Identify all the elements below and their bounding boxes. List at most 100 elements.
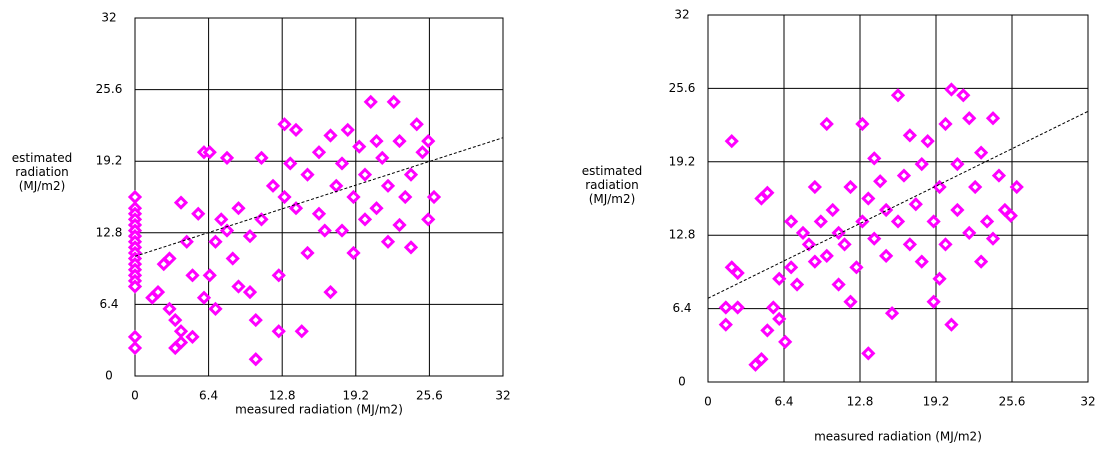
scatter-point xyxy=(231,279,246,294)
scatter-point xyxy=(950,202,965,218)
scatter-point xyxy=(784,260,799,275)
scatter-point xyxy=(392,217,407,233)
scatter-point xyxy=(873,174,888,189)
y-axis-label-line: estimated xyxy=(582,164,642,178)
scatter-point xyxy=(185,329,200,344)
scatter-point xyxy=(819,248,834,263)
scatter-point xyxy=(784,214,799,229)
scatter-point xyxy=(974,145,989,160)
scatter-point xyxy=(754,351,769,367)
scatter-point xyxy=(884,306,900,321)
scatter-point xyxy=(760,323,775,338)
scatter-point xyxy=(718,317,733,332)
y-tick-label: 32 xyxy=(101,11,116,25)
x-tick-label: 12.8 xyxy=(269,389,296,403)
scatter-point xyxy=(1009,179,1024,195)
scatter-point xyxy=(974,254,989,269)
scatter-point xyxy=(861,191,876,206)
scatter-point xyxy=(795,225,811,241)
scatter-point xyxy=(254,212,269,227)
scatter-point xyxy=(730,265,745,281)
scatter-point xyxy=(127,189,143,205)
scatter-point xyxy=(185,268,200,283)
y-axis-label-line: radiation xyxy=(585,178,639,192)
scatter-point xyxy=(369,201,384,216)
scatter-point xyxy=(985,111,1001,126)
scatter-point xyxy=(902,128,917,143)
x-axis-label: measured radiation (MJ/m2) xyxy=(235,403,403,417)
scatter-point xyxy=(242,229,258,244)
scatter-point xyxy=(914,156,929,172)
x-tick-label: 6.4 xyxy=(199,389,218,403)
scatter-point xyxy=(254,150,269,165)
scatter-point xyxy=(837,237,852,252)
scatter-point xyxy=(346,245,361,261)
scatter-point xyxy=(849,260,864,275)
scatter-point xyxy=(162,251,177,266)
scatter-point xyxy=(415,145,430,160)
scatter-point xyxy=(340,122,355,137)
scatter-point xyxy=(317,223,332,238)
x-tick-label: 19.2 xyxy=(342,389,369,403)
scatter-point xyxy=(208,301,223,316)
scatter-point xyxy=(179,234,194,249)
scatter-point xyxy=(991,168,1007,183)
y-tick-label: 25.6 xyxy=(669,81,696,95)
scatter-point xyxy=(294,324,309,339)
x-tick-label: 32 xyxy=(1080,395,1095,409)
scatter-point xyxy=(831,277,846,292)
scatter-point xyxy=(214,212,229,227)
scatter-point xyxy=(843,294,858,309)
y-tick-label: 0 xyxy=(678,375,686,389)
scatter-point xyxy=(300,167,315,182)
scatter-point xyxy=(962,225,977,241)
scatter-point xyxy=(191,206,206,221)
scatter-point xyxy=(283,156,298,171)
scatter-point xyxy=(938,116,953,132)
x-tick-label: 25.6 xyxy=(999,395,1026,409)
scatter-point xyxy=(421,212,436,227)
scatter-point xyxy=(985,231,1001,246)
scatter-point xyxy=(277,189,292,205)
scatter-point xyxy=(920,134,935,149)
scatter-point xyxy=(202,145,217,160)
trend-line xyxy=(707,110,1089,299)
scatter-point xyxy=(730,300,745,315)
scatter-point xyxy=(311,206,327,221)
scatter-point xyxy=(843,179,858,195)
scatter-point xyxy=(357,212,373,227)
scatter-point xyxy=(403,240,419,255)
scatter-point xyxy=(962,111,977,126)
y-axis-label-line: (MJ/m2) xyxy=(19,179,66,193)
scatter-point xyxy=(323,128,338,143)
scatter-point xyxy=(127,340,143,356)
scatter-point xyxy=(968,179,983,195)
scatter-point xyxy=(329,178,344,193)
scatter-point xyxy=(369,133,384,149)
scatter-point xyxy=(380,178,396,193)
y-tick-label: 32 xyxy=(674,8,689,22)
scatter-point xyxy=(403,167,419,182)
scatter-point xyxy=(807,254,822,269)
scatter-point xyxy=(956,88,971,103)
scatter-point xyxy=(724,134,739,149)
scatter-point xyxy=(398,189,413,205)
scatter-point xyxy=(168,312,183,328)
scatter-point xyxy=(789,277,805,292)
scatter-point xyxy=(766,300,781,315)
scatter-point xyxy=(801,237,817,252)
scatter-point xyxy=(813,214,828,229)
scatter-point xyxy=(346,189,361,205)
scatter-point xyxy=(1003,208,1018,223)
scatter-point xyxy=(772,311,787,327)
y-tick-label: 19.2 xyxy=(96,154,123,168)
scatter-point xyxy=(409,117,424,132)
x-tick-label: 12.8 xyxy=(847,395,874,409)
scatter-point xyxy=(300,245,315,261)
x-tick-label: 0 xyxy=(131,389,139,403)
scatter-point xyxy=(426,189,442,205)
y-axis-label: estimated radiation (MJ/m2) xyxy=(582,164,642,206)
y-tick-label: 6.4 xyxy=(99,297,118,311)
scatter-point xyxy=(879,248,894,263)
